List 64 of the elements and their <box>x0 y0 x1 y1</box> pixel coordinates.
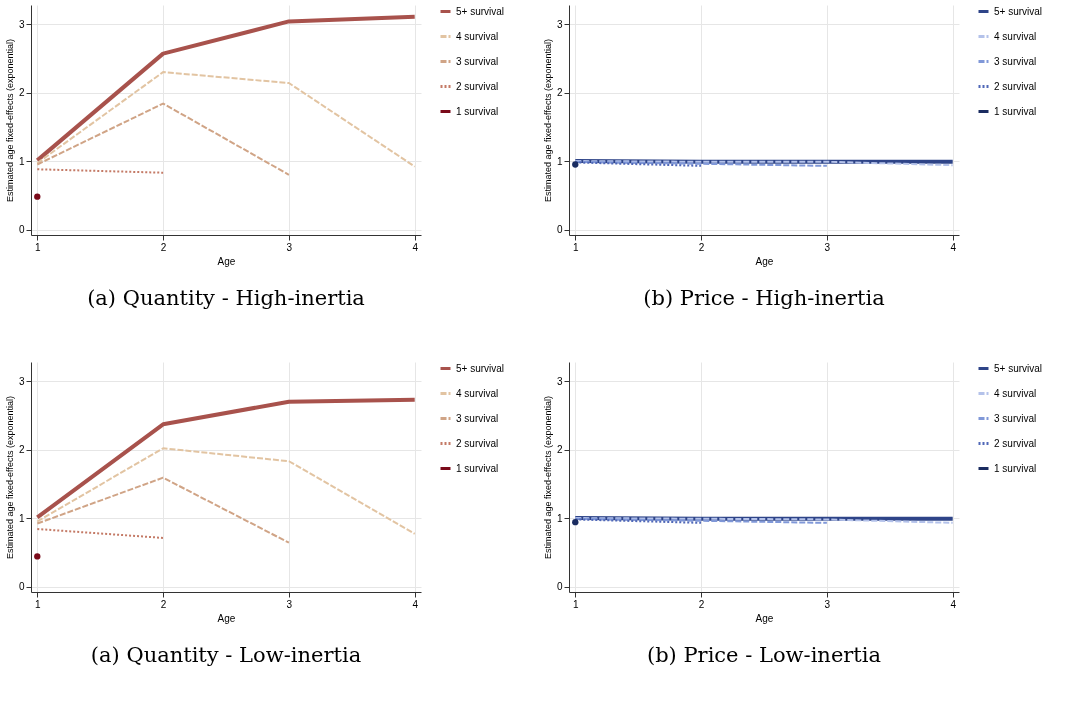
x-tick-label: 4 <box>412 241 419 253</box>
legend-label: 3 survival <box>994 412 1037 424</box>
legend-label: 1 survival <box>994 462 1037 474</box>
text: (a) Quantity - Low-inertia <box>90 643 362 667</box>
y-tick-label: 3 <box>556 375 563 387</box>
text: (b) Price - High-inertia <box>643 286 885 310</box>
x-tick-label: 3 <box>824 241 831 253</box>
x-tick-label: 4 <box>950 241 957 253</box>
y-tick-label: 1 <box>18 512 25 524</box>
legend-label: 5+ survival <box>994 5 1043 17</box>
y-tick-label: 1 <box>556 512 563 524</box>
y-tick-label: 0 <box>18 581 25 593</box>
y-axis-title: Estimated age fixed-effects (exponential) <box>4 396 15 559</box>
x-tick-label: 1 <box>35 241 42 253</box>
x-tick-label: 2 <box>160 598 167 610</box>
y-tick-label: 1 <box>18 155 25 167</box>
y-tick-label: 2 <box>556 444 563 456</box>
y-axis-title: Estimated age fixed-effects (exponential) <box>4 39 15 202</box>
y-tick-label: 3 <box>18 18 25 30</box>
legend-label: 3 survival <box>994 55 1037 67</box>
legend-label: 3 survival <box>456 412 499 424</box>
y-tick-label: 0 <box>18 224 25 236</box>
y-tick-label: 2 <box>556 87 563 99</box>
x-tick-label: 1 <box>573 598 580 610</box>
x-tick-label: 3 <box>286 241 293 253</box>
x-tick-label: 3 <box>824 598 831 610</box>
legend-label: 3 survival <box>456 55 499 67</box>
x-axis-title: Age <box>217 255 236 267</box>
legend-label: 2 survival <box>994 80 1037 92</box>
x-tick-label: 2 <box>160 241 167 253</box>
y-tick-label: 2 <box>18 87 25 99</box>
legend-label: 2 survival <box>994 437 1037 449</box>
x-tick-label: 4 <box>412 598 419 610</box>
y-tick-label: 2 <box>18 444 25 456</box>
x-axis-title: Age <box>217 612 236 624</box>
legend-label: 4 survival <box>994 30 1037 42</box>
x-tick-label: 2 <box>698 241 705 253</box>
text: (a) Quantity - High-inertia <box>87 286 365 310</box>
x-tick-label: 2 <box>698 598 705 610</box>
x-tick-label: 3 <box>286 598 293 610</box>
legend-label: 2 survival <box>456 80 499 92</box>
y-tick-label: 0 <box>556 581 563 593</box>
y-axis-title: Estimated age fixed-effects (exponential) <box>542 39 553 202</box>
x-tick-label: 1 <box>35 598 42 610</box>
legend-label: 1 survival <box>456 105 499 117</box>
legend-label: 5+ survival <box>994 362 1043 374</box>
legend-label: 5+ survival <box>456 5 505 17</box>
y-tick-label: 3 <box>18 375 25 387</box>
legend-label: 1 survival <box>456 462 499 474</box>
text: (b) Price - Low-inertia <box>646 643 882 667</box>
legend-label: 2 survival <box>456 437 499 449</box>
legend-label: 5+ survival <box>456 362 505 374</box>
legend-label: 4 survival <box>456 387 499 399</box>
x-axis-title: Age <box>755 612 774 624</box>
y-tick-label: 3 <box>556 18 563 30</box>
y-tick-label: 1 <box>556 155 563 167</box>
y-tick-label: 0 <box>556 224 563 236</box>
legend-label: 1 survival <box>994 105 1037 117</box>
legend-label: 4 survival <box>456 30 499 42</box>
legend-label: 4 survival <box>994 387 1037 399</box>
y-axis-title: Estimated age fixed-effects (exponential) <box>542 396 553 559</box>
x-tick-label: 4 <box>950 598 957 610</box>
x-axis-title: Age <box>755 255 774 267</box>
x-tick-label: 1 <box>573 241 580 253</box>
